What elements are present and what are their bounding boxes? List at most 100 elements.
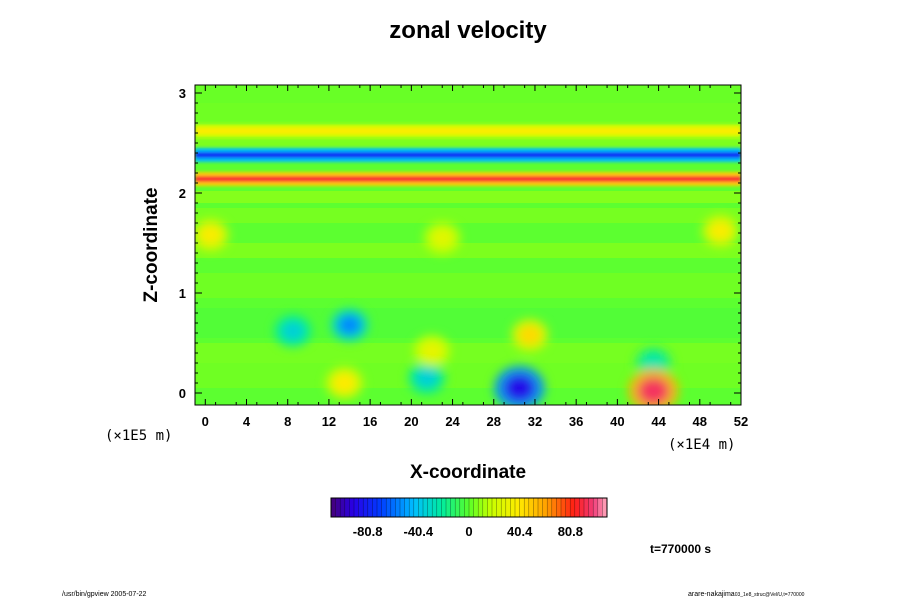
field-blob-core <box>338 315 361 335</box>
field-blob-core <box>709 221 732 241</box>
footer-left: /usr/bin/gpview 2005-07-22 <box>62 591 147 598</box>
texture-band <box>195 243 741 258</box>
colorbar-cell <box>469 498 474 517</box>
colorbar-cell <box>556 498 562 517</box>
texture-band <box>195 191 741 203</box>
colorbar-cell <box>335 498 341 517</box>
x-tick-label: 24 <box>445 414 460 429</box>
footer-right-sub: 03_1e8_struc@Vel/U,t=770000 <box>735 592 805 598</box>
colorbar-tick-label: 80.8 <box>558 524 583 539</box>
colorbar-cell <box>533 498 539 517</box>
x-tick-label: 36 <box>569 414 583 429</box>
time-label: t=770000 s <box>650 542 711 556</box>
colorbar-cell <box>404 498 410 517</box>
colorbar-cell <box>519 498 525 517</box>
colorbar-frame <box>330 497 608 518</box>
x-axis-ticks: 0 4 8 12 16 20 24 28 32 36 40 44 48 52 <box>202 85 748 429</box>
colorbar-cell <box>561 498 566 517</box>
colorbar-cell <box>423 498 428 517</box>
colorbar-tick-label: -80.8 <box>353 524 383 539</box>
colorbar-cell <box>464 498 470 517</box>
colorbar: -80.8 -40.4 0 40.4 80.8 <box>330 497 608 539</box>
heatmap-field <box>195 85 741 405</box>
field-blob-core <box>415 368 438 388</box>
colorbar-cell <box>381 498 387 517</box>
colorbar-cell <box>510 498 516 517</box>
x-tick-label: 28 <box>487 414 501 429</box>
field-blob-core <box>333 373 356 393</box>
colorbar-cell <box>377 498 382 517</box>
texture-band <box>195 138 741 148</box>
colorbar-cell <box>459 498 465 517</box>
colorbar-cell <box>570 498 576 517</box>
colorbar-cell <box>432 498 438 517</box>
field-blob-core <box>199 225 222 245</box>
colorbar-cell <box>372 498 378 517</box>
colorbar-cell <box>588 498 594 517</box>
chart-title: zonal velocity <box>389 17 547 44</box>
colorbar-cell <box>386 498 392 517</box>
colorbar-cell <box>505 498 511 517</box>
colorbar-tick-label: 40.4 <box>507 524 533 539</box>
x-tick-label: 32 <box>528 414 542 429</box>
colorbar-cell <box>367 498 373 517</box>
x-tick-label: 44 <box>651 414 666 429</box>
x-scale-label: (×1E5 m) <box>105 428 172 444</box>
jet-band-core <box>195 152 741 158</box>
field-blob-core <box>504 374 535 402</box>
colorbar-cell <box>340 498 346 517</box>
field-blob-core <box>431 228 454 248</box>
field-blob-core <box>638 377 669 405</box>
colorbar-cell <box>496 498 502 517</box>
colorbar-cell <box>602 498 608 517</box>
colorbar-tick-label: -40.4 <box>403 524 433 539</box>
colorbar-cell <box>538 498 543 517</box>
colorbar-cell <box>551 498 557 517</box>
x-tick-label: 16 <box>363 414 377 429</box>
colorbar-cell <box>331 498 336 517</box>
x-tick-label: 8 <box>284 414 291 429</box>
texture-band <box>195 103 741 123</box>
field-blob-core <box>281 321 305 341</box>
anomaly-blobs <box>195 215 739 405</box>
colorbar-cells <box>331 498 608 517</box>
x-tick-label: 52 <box>734 414 748 429</box>
colorbar-cell <box>473 498 479 517</box>
field-blob-core <box>518 325 542 345</box>
colorbar-cell <box>455 498 461 517</box>
texture-band <box>195 273 741 298</box>
z-axis-label: Z-coordinate <box>141 187 162 302</box>
texture-band <box>195 208 741 223</box>
footer-right: arare-nakajima03_1e8_struc@Vel/U,t=77000… <box>688 591 805 598</box>
colorbar-cell <box>515 498 520 517</box>
footer-right-main: arare-nakajima <box>688 591 735 598</box>
colorbar-cell <box>363 498 369 517</box>
colorbar-cell <box>501 498 507 517</box>
colorbar-cell <box>446 498 451 517</box>
z-tick-label: 0 <box>179 386 186 401</box>
x-tick-label: 0 <box>202 414 209 429</box>
colorbar-cell <box>349 498 355 517</box>
colorbar-cell <box>524 498 530 517</box>
x-axis-label: X-coordinate <box>410 462 526 483</box>
colorbar-cell <box>542 498 548 517</box>
colorbar-labels: -80.8 -40.4 0 40.4 80.8 <box>353 524 583 539</box>
colorbar-cell <box>584 498 589 517</box>
colorbar-cell <box>478 498 484 517</box>
colorbar-cell <box>528 498 534 517</box>
jet-band-core <box>195 176 741 182</box>
colorbar-cell <box>579 498 585 517</box>
z-tick-label: 2 <box>179 186 186 201</box>
colorbar-cell <box>344 498 350 517</box>
colorbar-cell <box>492 498 497 517</box>
jet-bands <box>195 124 741 186</box>
colorbar-cell <box>450 498 456 517</box>
colorbar-cell <box>358 498 364 517</box>
x-tick-label: 4 <box>243 414 251 429</box>
field-blob-core <box>420 341 444 361</box>
colorbar-cell <box>354 498 359 517</box>
jet-band-core <box>195 128 741 134</box>
colorbar-cell <box>400 498 405 517</box>
colorbar-cell <box>395 498 401 517</box>
